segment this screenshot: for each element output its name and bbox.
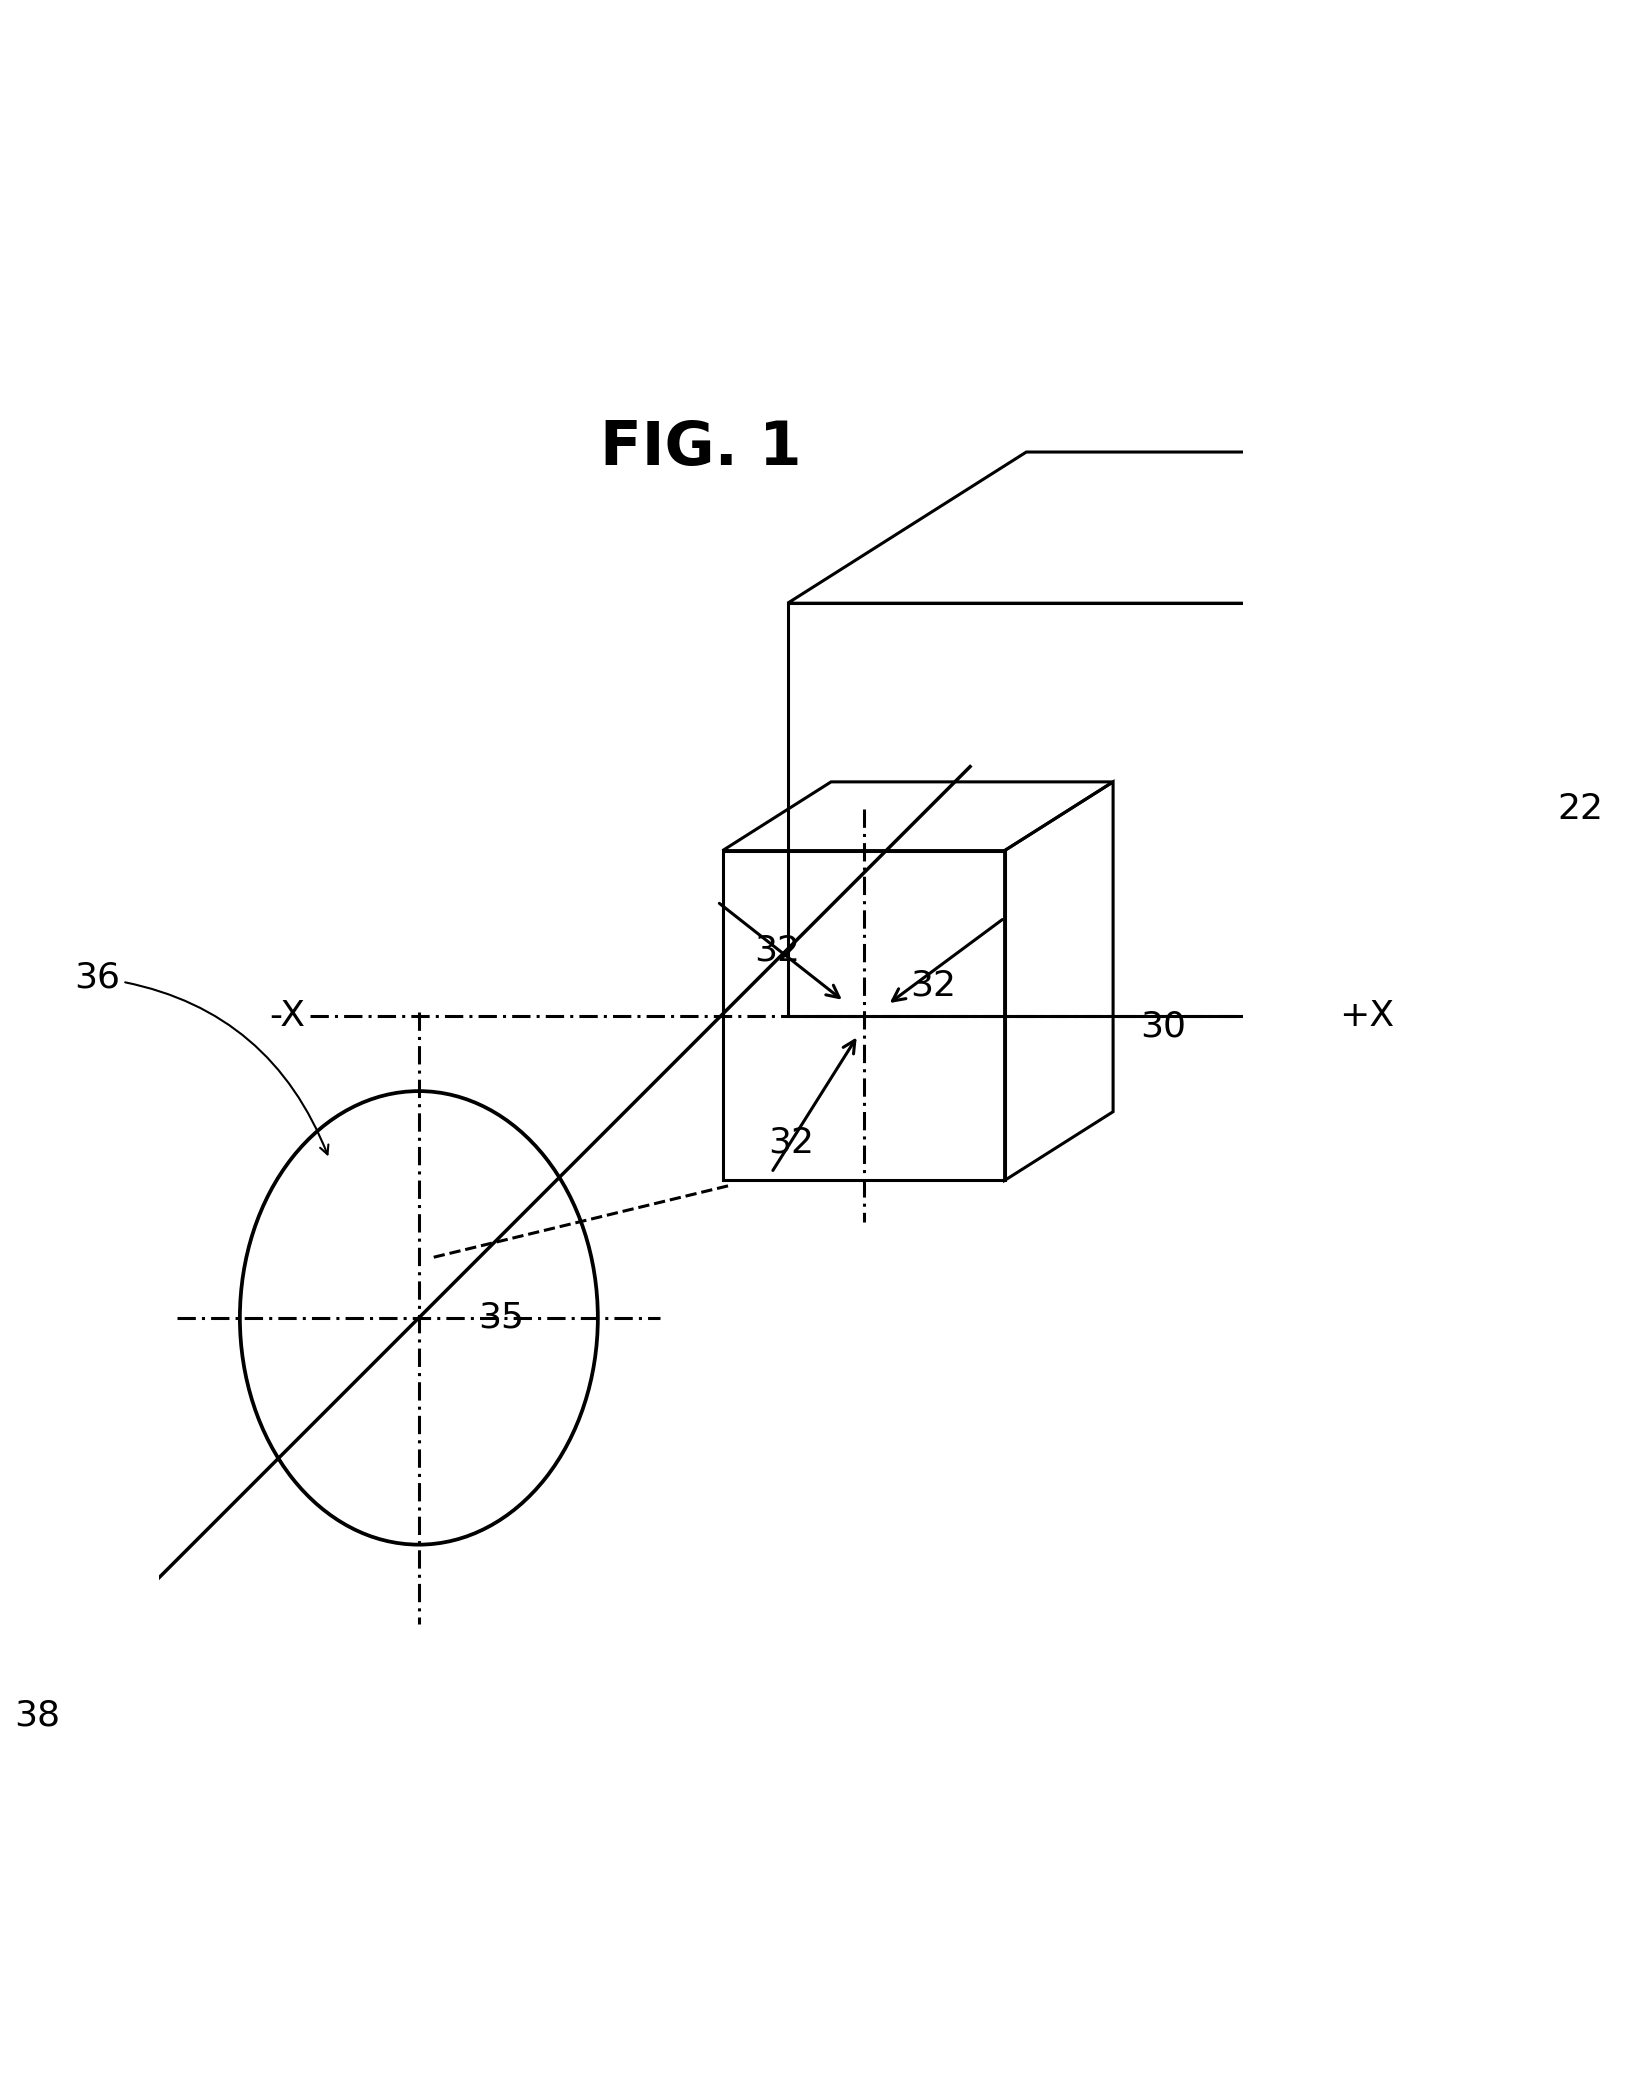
Text: +X: +X: [1339, 999, 1393, 1033]
Text: 32: 32: [755, 932, 799, 968]
Text: 35: 35: [479, 1302, 525, 1335]
Text: 32: 32: [910, 968, 956, 1001]
Text: FIG. 1: FIG. 1: [599, 419, 802, 478]
Text: 22: 22: [1559, 793, 1603, 826]
Text: 38: 38: [15, 1698, 61, 1733]
Text: 36: 36: [74, 962, 329, 1154]
Text: 30: 30: [1141, 1010, 1185, 1043]
Text: 32: 32: [768, 1126, 814, 1160]
Text: -X: -X: [269, 999, 305, 1033]
